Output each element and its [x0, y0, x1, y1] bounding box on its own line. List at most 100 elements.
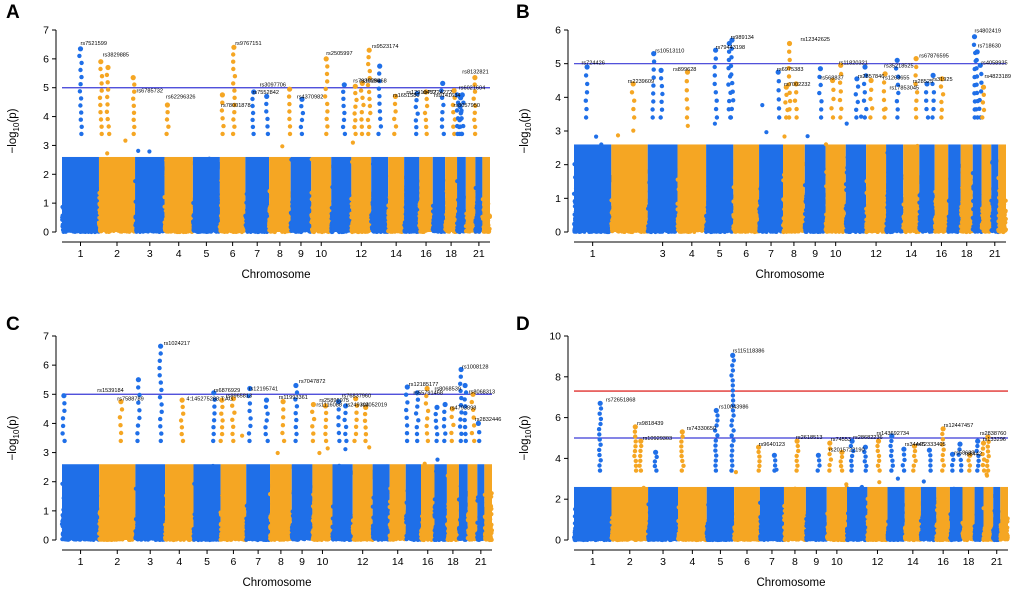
- peak-support-point: [378, 124, 384, 129]
- snp-dense-band: [269, 156, 291, 232]
- peak-support-point: [78, 103, 83, 108]
- peak-support-point: [105, 94, 110, 100]
- y-tick-label: 2: [43, 169, 49, 181]
- peak-support-point: [231, 59, 236, 64]
- manhattan-panel-b: B rs724426 rs2239609 rs10513110 rs899628 rs9…: [512, 0, 1024, 296]
- peak-point: [341, 82, 347, 88]
- peak-support-point: [359, 131, 365, 137]
- peak-support-point: [324, 116, 329, 122]
- peak-support-point: [366, 89, 372, 95]
- peak-support-point: [377, 94, 382, 99]
- chromosome-tick-label: 21: [473, 248, 485, 260]
- peak-support-point: [98, 102, 103, 108]
- peak-support-point: [98, 66, 103, 72]
- peak-support-point: [341, 89, 346, 95]
- snp-dense-band: [245, 156, 270, 232]
- snp-annotation-label: rs2505997: [326, 51, 352, 57]
- peak-support-point: [341, 103, 346, 109]
- manhattan-plot-a: rs7521599rs3829885rs6785732rs62296326rs7…: [7, 25, 492, 281]
- peak-support-point: [439, 124, 445, 129]
- peak-support-point: [393, 124, 399, 129]
- snp-dense-band: [419, 156, 433, 232]
- peak-support-point: [340, 124, 346, 130]
- chromosome-tick-label: 7: [254, 248, 260, 260]
- peak-support-point: [104, 109, 110, 115]
- chromosome-tick-label: 3: [147, 248, 153, 260]
- peak-support-point: [77, 53, 82, 59]
- peak-support-point: [423, 117, 429, 123]
- snp-point: [615, 133, 621, 138]
- snp-point: [147, 149, 152, 154]
- peak-support-point: [353, 104, 358, 109]
- peak-support-point: [78, 117, 84, 122]
- chromosome-tick-label: 9: [298, 248, 304, 260]
- peak-support-point: [352, 111, 357, 116]
- peak-support-point: [105, 102, 110, 107]
- peak-support-point: [324, 71, 330, 77]
- peak-support-point: [472, 131, 478, 137]
- peak-support-point: [366, 131, 371, 137]
- peak-support-point: [132, 124, 137, 130]
- peak-support-point: [368, 110, 373, 116]
- snp-dense-band: [331, 156, 352, 232]
- snp-annotation-label: rs4370982: [297, 94, 323, 100]
- peak-support-point: [299, 104, 304, 109]
- peak-support-point: [353, 118, 358, 123]
- peak-support-point: [342, 131, 348, 137]
- peak-support-point: [459, 131, 464, 137]
- chromosome-tick-label: 2: [114, 248, 120, 260]
- chromosome-tick-label: 1: [78, 248, 84, 260]
- peak-support-point: [441, 102, 446, 108]
- peak-support-point: [367, 96, 372, 102]
- snp-dense-band: [62, 156, 99, 232]
- peak-support-point: [232, 74, 238, 79]
- peak-support-point: [104, 72, 110, 78]
- chromosome-tick-label: 10: [315, 248, 327, 260]
- chromosome-tick-label: 4: [176, 248, 182, 260]
- y-tick-label: 7: [43, 25, 49, 37]
- peak-support-point: [131, 103, 136, 109]
- peak-support-point: [106, 124, 111, 129]
- snp-annotation-label: rs3097706: [260, 83, 286, 89]
- peak-support-point: [359, 124, 364, 129]
- snp-point: [123, 138, 128, 143]
- panel-label-a: A: [6, 2, 20, 23]
- snp-point: [280, 144, 285, 149]
- chromosome-tick-label: 5: [203, 248, 209, 260]
- snp-dense-band: [404, 156, 420, 232]
- snp-annotation-label: rs9141634: [434, 93, 460, 99]
- peak-support-point: [472, 110, 477, 116]
- peak-support-point: [287, 124, 293, 129]
- snp-dense-band: [164, 156, 193, 232]
- snp-dense-band: [574, 144, 612, 232]
- peak-support-point: [79, 74, 84, 80]
- peak-support-point: [221, 123, 226, 129]
- peak-support-point: [365, 117, 371, 123]
- peak-support-point: [325, 109, 330, 114]
- peak-support-point: [424, 103, 430, 109]
- peak-support-point: [299, 117, 305, 123]
- peak-support-point: [287, 101, 292, 107]
- snp-annotation-label: rs3829885: [103, 52, 129, 58]
- peak-support-point: [250, 124, 256, 130]
- peak-point: [98, 59, 104, 65]
- peak-point: [130, 75, 136, 81]
- peak-support-point: [230, 131, 236, 137]
- peak-support-point: [377, 71, 382, 76]
- peak-support-point: [377, 109, 383, 114]
- snp-dense-band: [432, 156, 446, 232]
- peak-support-point: [325, 124, 330, 129]
- peak-point: [77, 46, 84, 52]
- peak-support-point: [264, 101, 269, 107]
- manhattan-plot-b: rs724426rs2239609rs10513110rs899628rs989…: [519, 25, 1011, 282]
- peak-support-point: [105, 116, 110, 122]
- peak-support-point: [413, 104, 418, 110]
- snp-point: [350, 140, 355, 145]
- peak-support-point: [341, 96, 346, 102]
- peak-support-point: [353, 131, 358, 137]
- peak-support-point: [286, 94, 292, 99]
- peak-support-point: [424, 96, 429, 102]
- snp-annotation-label: rs9767151: [235, 41, 261, 47]
- peak-support-point: [299, 131, 305, 137]
- snp-dense-band: [611, 144, 648, 232]
